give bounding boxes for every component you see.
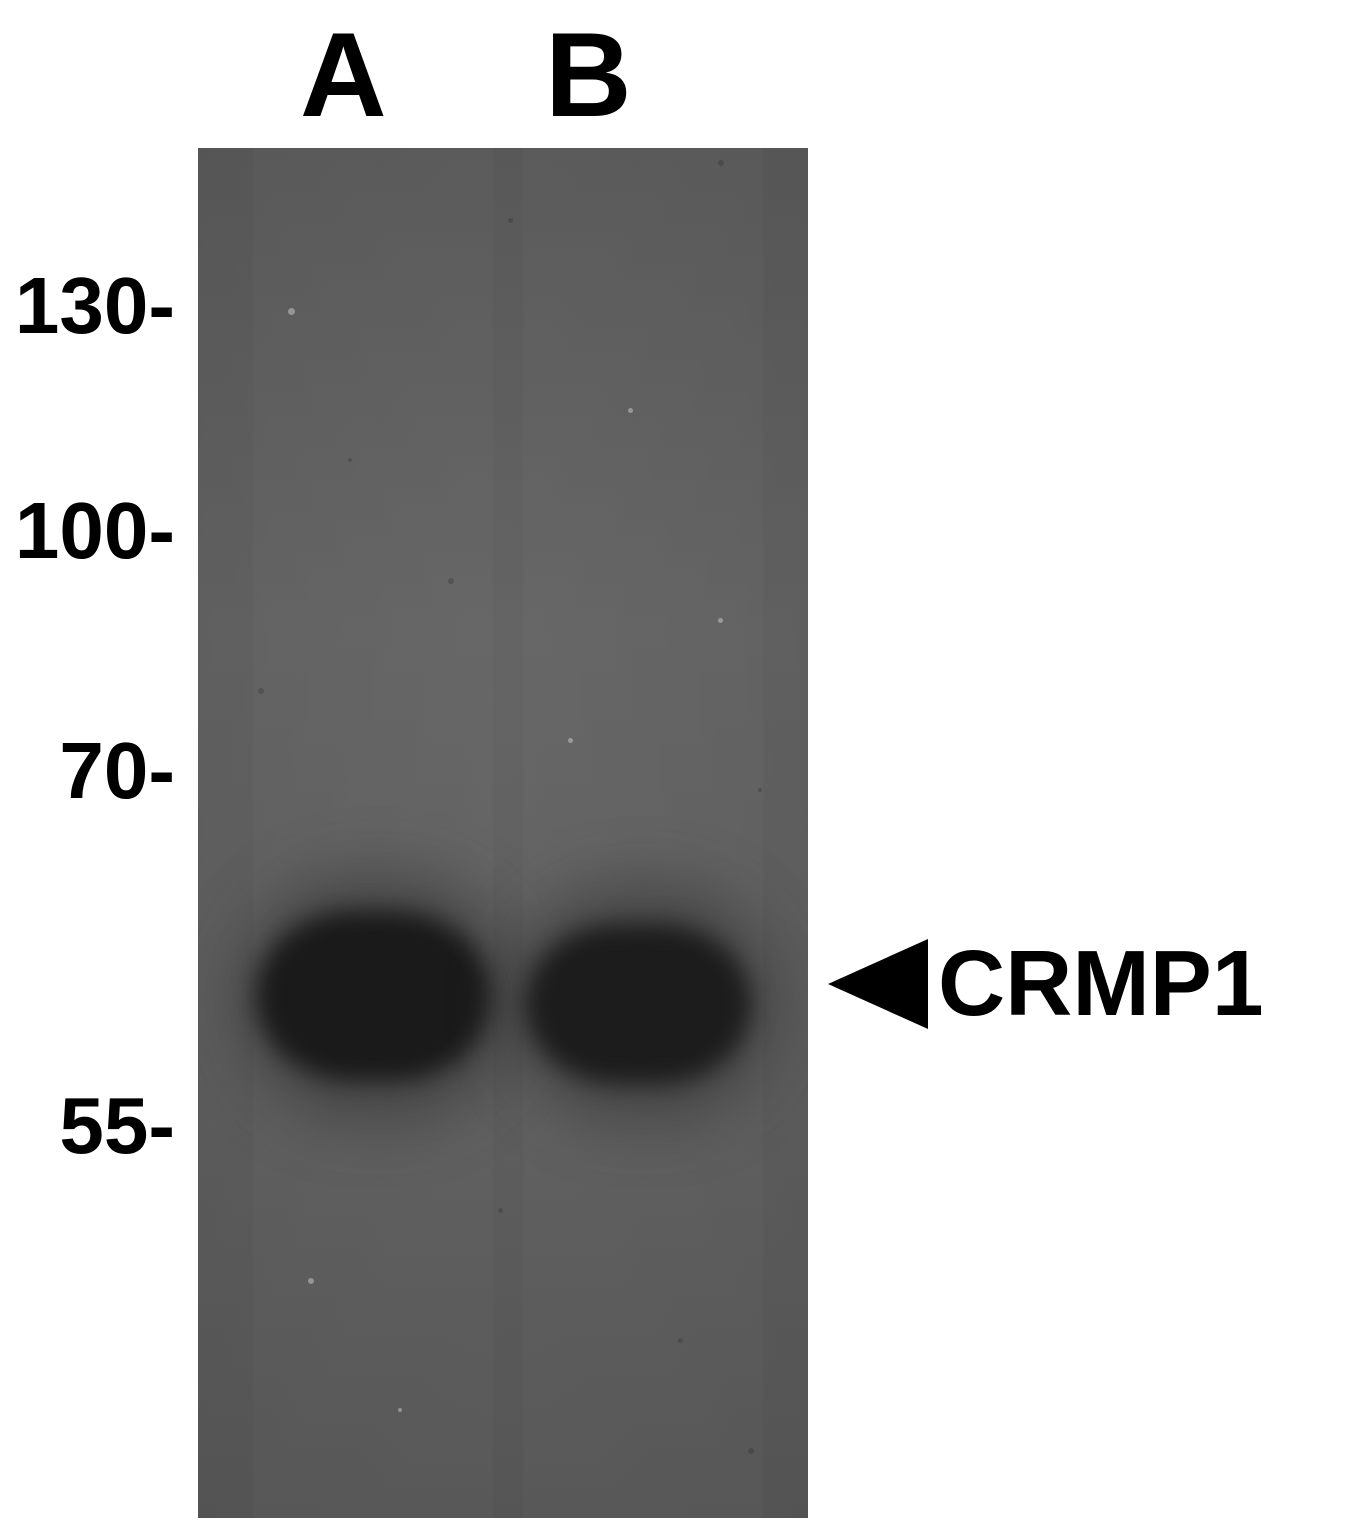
speckle (718, 618, 723, 623)
figure-canvas: A B 130- 100- 70- 55- (0, 0, 1347, 1527)
speckle (758, 788, 762, 792)
speckle (628, 408, 633, 413)
speckle (748, 1448, 754, 1454)
blot-film (198, 148, 808, 1518)
speckle (348, 458, 352, 462)
speckle (398, 1408, 402, 1412)
speckle (448, 578, 454, 584)
crmp1-band-lane-a (256, 911, 491, 1081)
speckle (718, 160, 724, 166)
speckle (508, 218, 513, 223)
lane-label-b: B (545, 6, 632, 144)
marker-70: 70- (59, 725, 175, 817)
lane-b-region (523, 148, 763, 1518)
speckle (308, 1278, 314, 1284)
speckle (258, 688, 264, 694)
lane-label-a: A (300, 6, 387, 144)
speckle (288, 308, 295, 315)
speckle (678, 1338, 683, 1343)
marker-55: 55- (59, 1080, 175, 1172)
marker-130: 130- (15, 260, 175, 352)
target-arrow-icon (828, 939, 938, 1029)
lane-a-region (253, 148, 493, 1518)
speckle (498, 1208, 503, 1213)
speckle (568, 738, 573, 743)
marker-100: 100- (15, 485, 175, 577)
target-protein-label: CRMP1 (938, 930, 1264, 1037)
crmp1-band-lane-b (526, 924, 751, 1084)
